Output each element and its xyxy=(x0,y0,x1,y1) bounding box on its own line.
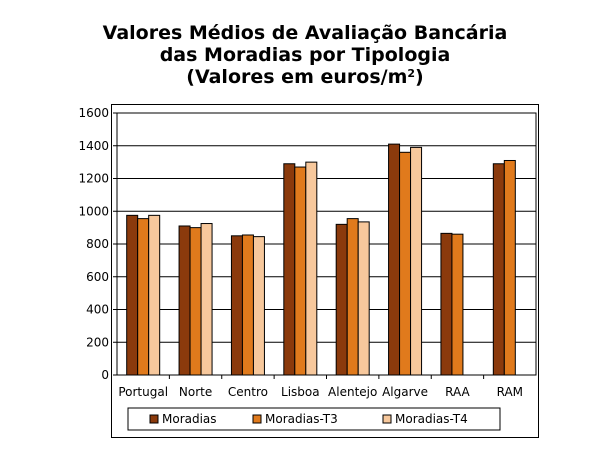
x-tick-label: Alentejo xyxy=(328,385,377,399)
x-tick-label: RAA xyxy=(445,385,470,399)
legend-box xyxy=(127,407,501,431)
x-tick-label: Norte xyxy=(179,385,212,399)
x-tick-label: RAM xyxy=(497,385,523,399)
bar-moradias-t3 xyxy=(294,166,307,376)
bar-moradias-t4 xyxy=(252,236,265,376)
bar-moradias xyxy=(492,163,505,376)
x-tick-label: Portugal xyxy=(118,385,168,399)
chart-title-line-3: (Valores em euros/m2) xyxy=(0,66,610,88)
legend-swatch xyxy=(382,414,392,424)
bar-moradias-t3 xyxy=(451,233,464,376)
x-tick-label: Lisboa xyxy=(281,385,320,399)
chart-title-line-3-end: ) xyxy=(415,66,424,88)
legend-label: Moradias-T4 xyxy=(395,412,468,426)
bar-moradias xyxy=(178,225,191,376)
bar-moradias-t3 xyxy=(241,234,254,376)
bar-moradias-t3 xyxy=(399,151,412,376)
bar-moradias-t4 xyxy=(200,223,213,376)
chart-title: Valores Médios de Avaliação Bancária das… xyxy=(0,22,610,88)
bar-moradias-t3 xyxy=(346,218,359,376)
legend-swatch xyxy=(252,414,262,424)
bar-moradias-t4 xyxy=(410,146,423,376)
y-tick-label: 1600 xyxy=(78,106,109,120)
chart-title-line-3-main: (Valores em euros/m xyxy=(186,66,408,88)
bar-moradias-t3 xyxy=(137,218,150,376)
bar-moradias xyxy=(335,223,348,376)
y-tick-label: 600 xyxy=(86,270,109,284)
y-tick-label: 0 xyxy=(101,368,109,382)
y-tick-label: 200 xyxy=(86,335,109,349)
bar-moradias-t3 xyxy=(503,159,516,376)
bar-moradias xyxy=(126,214,139,376)
bar-moradias-t4 xyxy=(305,161,318,376)
y-tick-label: 400 xyxy=(86,303,109,317)
chart-title-superscript: 2 xyxy=(407,67,416,80)
bar-moradias-t4 xyxy=(357,221,370,376)
x-tick-label: Algarve xyxy=(382,385,428,399)
bar-moradias xyxy=(283,163,296,376)
legend-label: Moradias-T3 xyxy=(265,412,338,426)
y-tick-label: 1000 xyxy=(78,204,109,218)
chart-frame xyxy=(111,104,539,438)
bar-moradias-t3 xyxy=(189,227,202,376)
legend-label: Moradias xyxy=(162,412,217,426)
x-tick-label: Centro xyxy=(228,385,268,399)
bar-moradias xyxy=(440,232,453,376)
y-tick-label: 800 xyxy=(86,237,109,251)
bar-moradias xyxy=(230,235,243,376)
legend-swatch xyxy=(149,414,159,424)
chart-title-line-1: Valores Médios de Avaliação Bancária xyxy=(102,22,508,44)
y-tick-label: 1400 xyxy=(78,139,109,153)
chart-title-line-2: das Moradias por Tipologia xyxy=(159,44,451,66)
bar-moradias xyxy=(388,143,401,376)
bar-moradias-t4 xyxy=(148,214,161,376)
y-tick-label: 1200 xyxy=(78,172,109,186)
